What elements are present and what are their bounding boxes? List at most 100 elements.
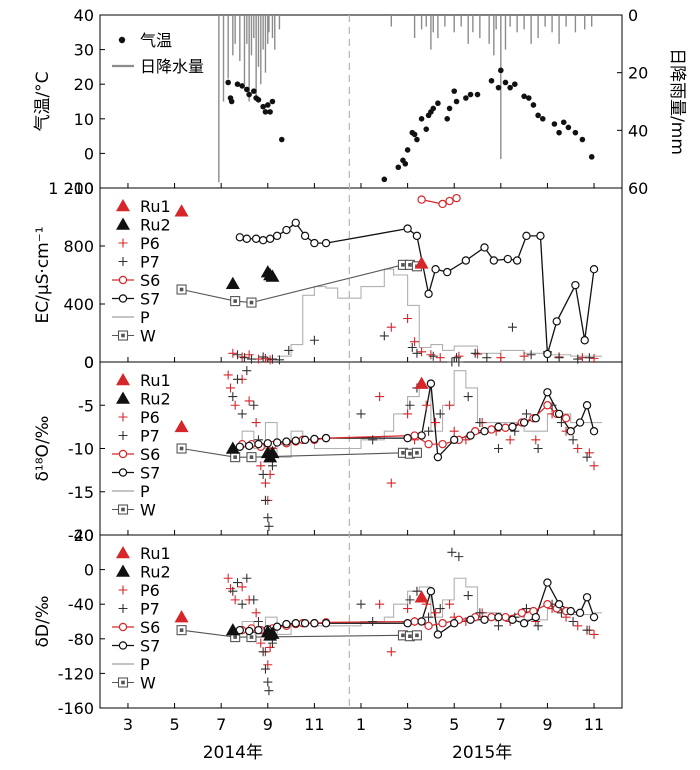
y-tick-label: 40 bbox=[74, 6, 94, 25]
legend-Ru2-label: Ru2 bbox=[140, 216, 171, 235]
P6-point bbox=[251, 608, 261, 618]
y-tick-label: 20 bbox=[74, 75, 94, 94]
P6-point bbox=[573, 444, 583, 453]
P7-point bbox=[260, 495, 270, 505]
S7-point bbox=[554, 600, 564, 609]
S7-point bbox=[300, 619, 310, 628]
y-tick-label: 0 bbox=[84, 353, 94, 372]
P6-point bbox=[263, 660, 273, 670]
temperature-point bbox=[495, 84, 502, 91]
P7-point bbox=[232, 578, 242, 588]
legend-Ru1-marker bbox=[116, 199, 130, 212]
P-series-line bbox=[277, 268, 603, 357]
P6-point bbox=[589, 629, 599, 639]
W-point bbox=[176, 625, 187, 636]
P6-point bbox=[403, 604, 413, 614]
temperature-point bbox=[565, 124, 572, 131]
S6-point bbox=[410, 431, 419, 440]
P7-point bbox=[356, 599, 366, 609]
temperature-point bbox=[264, 102, 271, 108]
P6-point bbox=[531, 435, 541, 445]
S7-point bbox=[543, 388, 552, 397]
P7-point bbox=[264, 521, 274, 531]
S6-point bbox=[561, 414, 571, 423]
S7-point bbox=[244, 626, 254, 636]
Ru1-point bbox=[174, 204, 189, 217]
S7-point bbox=[291, 619, 300, 628]
legend-P7-label: P7 bbox=[140, 253, 160, 272]
S7-point bbox=[403, 224, 412, 233]
y-tick-label: -10 bbox=[68, 440, 94, 459]
P7-point bbox=[573, 354, 583, 364]
y-tick-label: -80 bbox=[68, 630, 94, 649]
S6-point bbox=[543, 401, 552, 410]
temperature-point bbox=[453, 98, 460, 105]
S7-point bbox=[254, 439, 263, 449]
temperature-point bbox=[572, 129, 579, 136]
legend-S7-label: S7 bbox=[140, 464, 160, 483]
P7-point bbox=[264, 686, 274, 696]
legend-P7-marker bbox=[118, 257, 128, 266]
P6-point bbox=[589, 353, 599, 363]
temperature-point bbox=[423, 126, 430, 132]
y-tick-label: 10 bbox=[74, 110, 94, 129]
P6-point bbox=[421, 400, 431, 410]
P7-point bbox=[263, 677, 273, 687]
S7-point bbox=[433, 452, 443, 462]
P7-point bbox=[435, 409, 445, 419]
S7-point bbox=[582, 401, 592, 410]
S6-point bbox=[424, 439, 433, 449]
P7-point bbox=[447, 547, 457, 557]
temperature-point bbox=[411, 131, 418, 138]
S7-point bbox=[300, 435, 310, 445]
Ru2-point bbox=[225, 441, 240, 454]
W-point bbox=[411, 447, 422, 458]
temperature-point bbox=[262, 109, 269, 115]
P7-point bbox=[263, 513, 273, 523]
S7-point bbox=[417, 431, 426, 440]
legend-W-label: W bbox=[140, 327, 156, 346]
S6-point bbox=[543, 600, 552, 609]
legend-P6-marker bbox=[118, 412, 128, 422]
P7-point bbox=[412, 586, 422, 596]
P6-point bbox=[230, 400, 240, 410]
S7-point bbox=[310, 434, 319, 444]
P6-point bbox=[226, 383, 235, 393]
legend-P-label: P bbox=[140, 655, 150, 674]
S7-point bbox=[522, 231, 531, 241]
P6-point bbox=[375, 392, 385, 402]
P7-point bbox=[228, 586, 238, 596]
S7-point bbox=[466, 431, 475, 440]
P6-point bbox=[584, 448, 594, 458]
x-tick-label: 11 bbox=[584, 715, 604, 734]
P6-point bbox=[386, 478, 396, 488]
temperature-point bbox=[381, 176, 388, 183]
P6-point bbox=[505, 435, 515, 445]
P7-point bbox=[568, 617, 578, 626]
P6-point bbox=[260, 353, 270, 363]
y-tick-label: -5 bbox=[78, 396, 94, 415]
P7-point bbox=[274, 355, 284, 365]
legend-S7-marker bbox=[118, 468, 128, 477]
P7-point bbox=[475, 418, 485, 428]
W-point bbox=[246, 297, 257, 308]
S7-point bbox=[310, 619, 319, 628]
y-tick-label: 800 bbox=[63, 237, 94, 256]
temperature-point bbox=[498, 67, 504, 74]
P6-point bbox=[445, 400, 455, 410]
S7-point bbox=[531, 414, 540, 423]
S6-point bbox=[487, 425, 496, 434]
S7-point bbox=[580, 336, 589, 345]
P7-point bbox=[249, 595, 259, 605]
W-series-line bbox=[181, 629, 417, 638]
P7-point bbox=[493, 621, 503, 631]
temperature-point bbox=[512, 81, 518, 87]
legend-W-marker bbox=[117, 330, 129, 341]
y-axis-label: 气温/°C bbox=[33, 71, 53, 131]
temperature-point bbox=[551, 121, 558, 127]
legend-S6-marker bbox=[118, 449, 128, 459]
P6-point bbox=[410, 337, 420, 347]
y-tick-label: -160 bbox=[58, 699, 94, 718]
y2-axis-label: 日降雨量/mm bbox=[667, 48, 687, 155]
S7-point bbox=[417, 617, 426, 626]
